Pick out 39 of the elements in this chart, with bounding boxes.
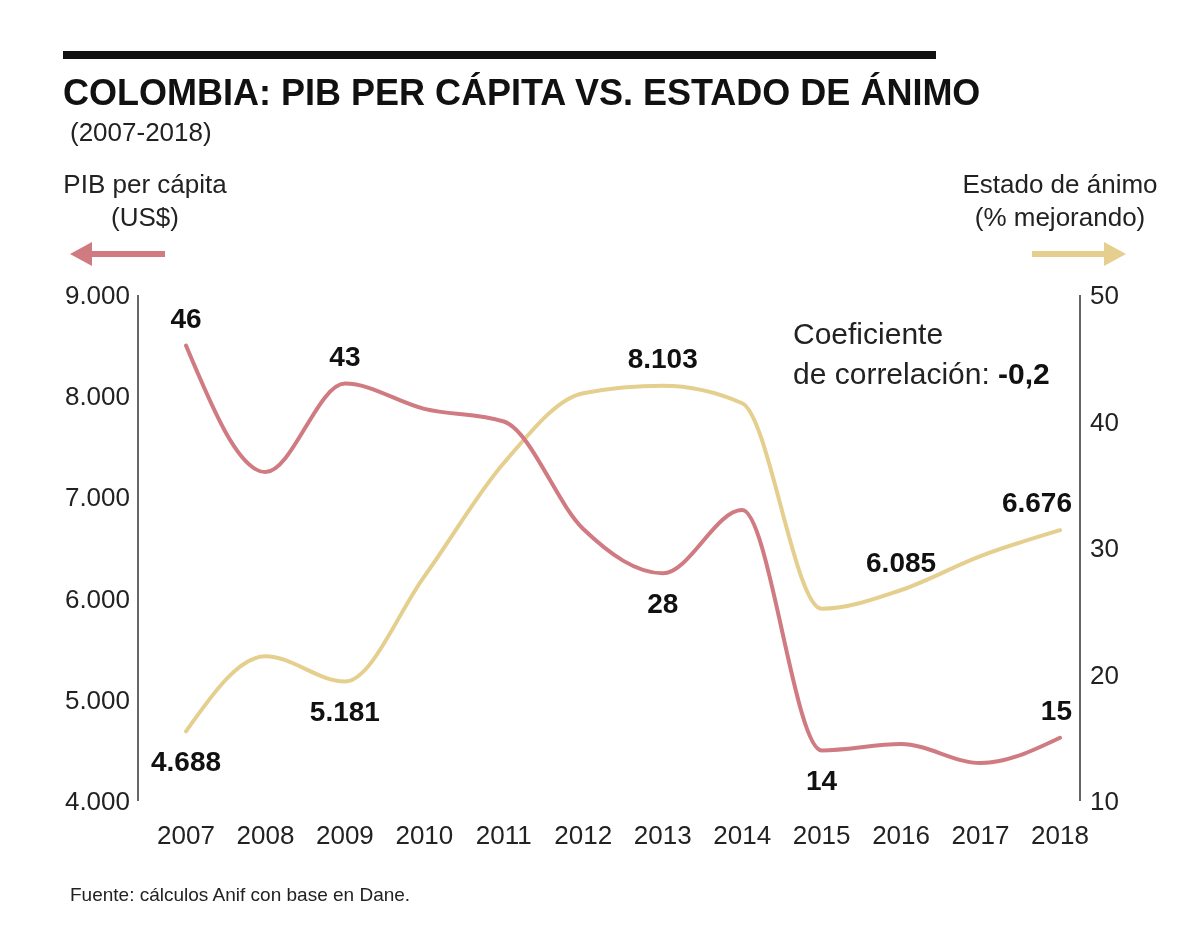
x-tick-label: 2016: [872, 820, 931, 850]
y2-tick-label: 50: [1090, 280, 1119, 310]
y2-axis-title: Estado de ánimo (% mejorando): [962, 169, 1158, 232]
y2-tick-label: 30: [1090, 533, 1119, 563]
data-label: 43: [329, 340, 361, 372]
x-tick-label: 2009: [315, 820, 374, 850]
source-note: Fuente: cálculos Anif con base en Dane.: [70, 884, 411, 905]
y-tick-label: 8.000: [64, 381, 130, 412]
y-tick-label: 6.000: [64, 583, 130, 614]
chart-subtitle: (2007-2018): [70, 117, 212, 147]
annotation: Coeficiente de correlación: -0,2: [793, 317, 1050, 390]
y2-tick-label: 10: [1090, 786, 1119, 816]
x-tick-label: 2012: [554, 820, 613, 850]
x-tick-label: 2017: [951, 820, 1010, 850]
x-tick-label: 2010: [395, 820, 454, 850]
x-tick-label: 2015: [792, 820, 851, 850]
y-tick-label: 9.000: [64, 280, 130, 310]
data-label: 8.103: [627, 342, 698, 374]
data-label: 14: [806, 765, 838, 797]
x-tick-label: 2011: [475, 820, 532, 850]
x-tick-label: 2008: [236, 820, 295, 850]
data-label: 15: [1040, 694, 1072, 726]
y-tick-label: 5.000: [64, 684, 130, 715]
y-tick-label: 4.000: [64, 786, 130, 816]
data-label: 5.181: [309, 696, 380, 728]
x-tick-label: 2018: [1031, 820, 1089, 850]
data-label: 6.676: [1001, 487, 1072, 519]
y2-tick-label: 20: [1090, 659, 1119, 690]
x-tick-label: 2013: [633, 820, 692, 850]
y-axis-title: PIB per cápita (US$): [63, 169, 228, 232]
data-label: 4.688: [150, 746, 222, 778]
chart-title: COLOMBIA: PIB PER CÁPITA VS. ESTADO DE ÁNIMO: [63, 72, 981, 113]
data-label: 6.085: [866, 547, 937, 578]
data-label: 28: [647, 588, 679, 620]
y-tick-label: 7.000: [64, 482, 130, 513]
x-tick-label: 2014: [713, 820, 772, 850]
x-tick-label: 2007: [157, 820, 215, 850]
y2-tick-label: 40: [1090, 406, 1119, 437]
data-label: 46: [170, 302, 202, 334]
